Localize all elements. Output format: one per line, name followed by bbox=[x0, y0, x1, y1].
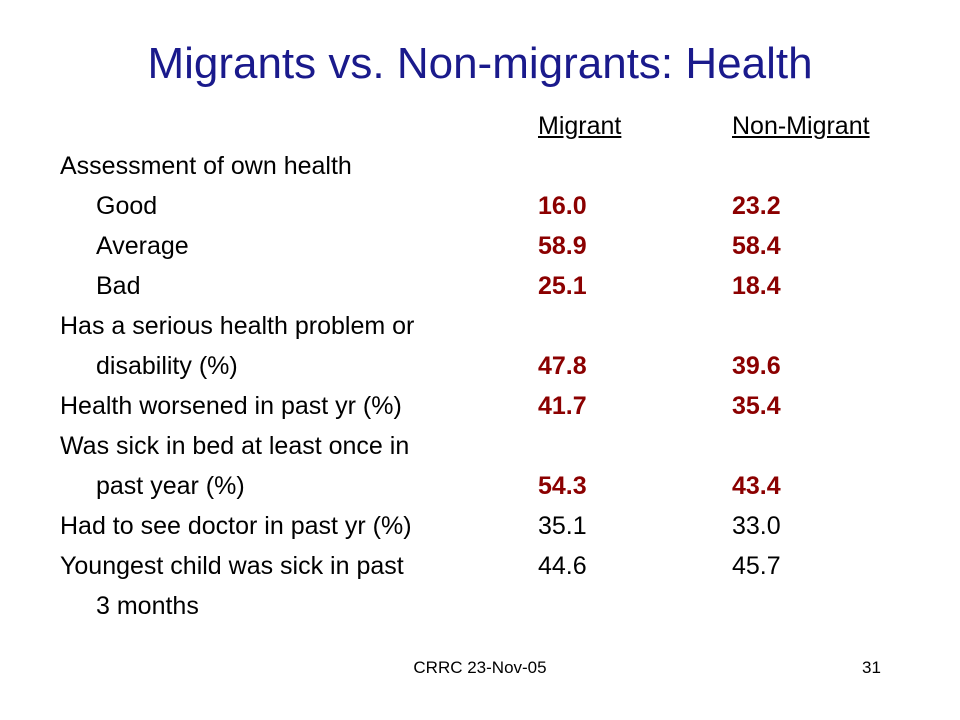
column-header-migrant: Migrant bbox=[538, 112, 622, 140]
row-label: Bad bbox=[96, 272, 141, 300]
table-row: Has a serious health problem or bbox=[60, 306, 940, 346]
slide-title: Migrants vs. Non-migrants: Health bbox=[147, 39, 813, 88]
table-row: Average 58.9 58.4 bbox=[60, 226, 940, 266]
column-header-non-migrant: Non-Migrant bbox=[732, 112, 870, 140]
migrant-value: 41.7 bbox=[538, 392, 587, 420]
migrant-value: 54.3 bbox=[538, 472, 587, 500]
row-label: Has a serious health problem or bbox=[60, 312, 415, 340]
table-row: past year (%) 54.3 43.4 bbox=[60, 466, 940, 506]
page-number: 31 bbox=[862, 658, 881, 677]
migrant-value: 25.1 bbox=[538, 272, 587, 300]
row-label: Good bbox=[96, 192, 158, 220]
row-label: Was sick in bed at least once in bbox=[60, 432, 410, 460]
row-label: Average bbox=[96, 232, 189, 260]
table-row: Health worsened in past yr (%) 41.7 35.4 bbox=[60, 386, 940, 426]
table-row: Assessment of own health bbox=[60, 146, 940, 186]
non-migrant-value: 45.7 bbox=[732, 552, 781, 580]
footer-source: CRRC 23-Nov-05 bbox=[413, 658, 547, 677]
non-migrant-value: 33.0 bbox=[732, 512, 781, 540]
migrant-value: 44.6 bbox=[538, 552, 587, 580]
row-label: Had to see doctor in past yr (%) bbox=[60, 512, 412, 540]
non-migrant-value: 39.6 bbox=[732, 352, 781, 380]
row-label: Health worsened in past yr (%) bbox=[60, 392, 402, 420]
table-row: Bad 25.1 18.4 bbox=[60, 266, 940, 306]
non-migrant-value: 43.4 bbox=[732, 472, 781, 500]
non-migrant-value: 23.2 bbox=[732, 192, 781, 220]
table-row: Was sick in bed at least once in bbox=[60, 426, 940, 466]
health-comparison-table: Migrant Non-Migrant Assessment of own he… bbox=[60, 106, 940, 626]
migrant-value: 16.0 bbox=[538, 192, 587, 220]
table-row: Good 16.0 23.2 bbox=[60, 186, 940, 226]
row-label: 3 months bbox=[96, 592, 199, 620]
row-label: Assessment of own health bbox=[60, 152, 352, 180]
header-row: Migrant Non-Migrant bbox=[60, 106, 940, 146]
table-row: disability (%) 47.8 39.6 bbox=[60, 346, 940, 386]
table-row: Youngest child was sick in past 44.6 45.… bbox=[60, 546, 940, 586]
migrant-value: 58.9 bbox=[538, 232, 587, 260]
non-migrant-value: 58.4 bbox=[732, 232, 781, 260]
table-row: Had to see doctor in past yr (%) 35.1 33… bbox=[60, 506, 940, 546]
migrant-value: 47.8 bbox=[538, 352, 587, 380]
migrant-value: 35.1 bbox=[538, 512, 587, 540]
row-label: disability (%) bbox=[96, 352, 238, 380]
non-migrant-value: 35.4 bbox=[732, 392, 781, 420]
non-migrant-value: 18.4 bbox=[732, 272, 781, 300]
row-label: past year (%) bbox=[96, 472, 245, 500]
table-row: 3 months bbox=[60, 586, 940, 626]
row-label: Youngest child was sick in past bbox=[60, 552, 404, 580]
